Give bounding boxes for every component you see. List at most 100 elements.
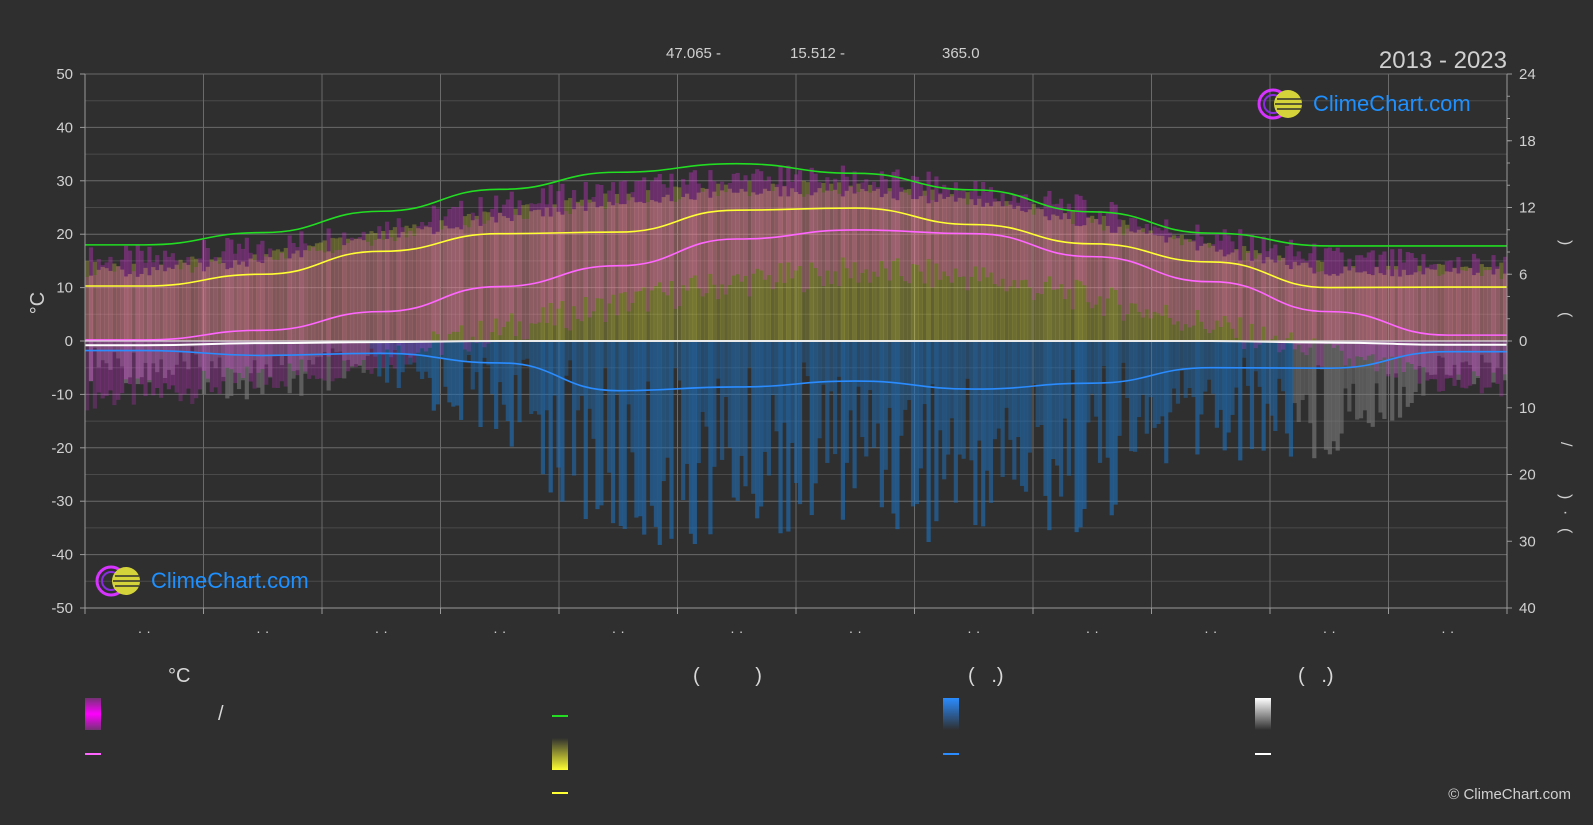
sun-bar (735, 192, 740, 341)
sun-bar (1261, 263, 1266, 341)
sun-bar (1269, 259, 1274, 341)
precip-bar (1327, 341, 1332, 455)
temp-bar (1347, 258, 1352, 359)
temp-bar (809, 167, 814, 263)
temp-bar (1199, 236, 1204, 322)
precip-bar (1051, 341, 1056, 460)
precip-bar (1421, 341, 1426, 396)
sun-bar (934, 201, 939, 341)
precip-bar (443, 341, 448, 387)
precip-bar (1148, 341, 1153, 398)
temp-bar (833, 178, 838, 272)
sun-bar (840, 196, 845, 341)
sun-bar (252, 254, 257, 341)
temp-bar (221, 251, 226, 382)
sun-bar (112, 263, 117, 341)
precip-bar (1448, 341, 1453, 376)
right-axis-title-top: ) (1557, 240, 1574, 245)
x-tick-label: · · (256, 623, 269, 639)
logo-bottom[interactable]: ClimeChart.com (95, 564, 309, 598)
precip-bar (801, 341, 807, 363)
sun-bar (614, 193, 620, 341)
legend-col1-title: °C (168, 665, 191, 687)
temp-bar (914, 176, 920, 265)
temp-bar (591, 196, 596, 312)
precip-bar (1047, 341, 1052, 531)
temp-bar (501, 204, 507, 328)
sun-bar (1055, 215, 1060, 341)
sun-bar (116, 266, 121, 341)
temp-bar (96, 259, 101, 393)
temp-bar (829, 191, 834, 285)
temp-bar (544, 204, 549, 323)
copyright: © ClimeChart.com (1448, 786, 1571, 803)
precip-bar (396, 341, 401, 389)
legend-sunshine-swatch (552, 738, 568, 770)
temp-bar (887, 191, 892, 281)
temp-bar (840, 165, 845, 258)
temp-bar (1035, 207, 1040, 294)
temp-bar (1148, 232, 1153, 319)
temp-bar (1016, 202, 1021, 289)
temp-bar (162, 250, 168, 384)
temp-bar (1031, 214, 1036, 301)
precip-bar (1031, 341, 1036, 384)
left-tick-label: 20 (56, 226, 73, 243)
sun-bar (579, 199, 584, 341)
precip-bar (1257, 341, 1262, 387)
sun-bar (1238, 260, 1243, 341)
sun-bar (762, 188, 768, 341)
precip-bar (299, 341, 304, 396)
precip-bar (883, 341, 888, 470)
precip-bar (692, 341, 697, 544)
sun-bar (490, 216, 495, 341)
sun-bar (953, 201, 958, 341)
temp-bar (988, 187, 994, 273)
temp-bar (536, 203, 542, 323)
temp-bar (178, 269, 183, 402)
temp-bar (1316, 271, 1321, 367)
temp-bar (556, 191, 561, 309)
precip-bar (482, 341, 487, 358)
sun-bar (1382, 274, 1387, 341)
precip-bar (197, 341, 203, 367)
precip-bar (1323, 341, 1329, 450)
sun-bar (120, 269, 125, 341)
sun-bar (1277, 255, 1282, 341)
sun-bar (945, 196, 951, 341)
sun-bar (914, 199, 920, 341)
data-bars (85, 165, 1508, 545)
sun-bar (1397, 276, 1403, 341)
temp-bar (610, 182, 616, 295)
precip-bar (1351, 341, 1356, 384)
sun-bar (100, 266, 105, 341)
sun-bar (416, 228, 421, 341)
precip-bar (384, 341, 390, 383)
sun-bar (1090, 215, 1095, 341)
temp-bar (318, 250, 323, 379)
sun-bar (661, 197, 666, 341)
temp-bar (1234, 250, 1239, 338)
temp-bar (353, 238, 359, 368)
temp-bar (365, 241, 370, 370)
temp-bar (1362, 257, 1368, 361)
sun-bar (1362, 271, 1368, 341)
precip-bar (1242, 341, 1247, 358)
sun-bar (412, 224, 417, 341)
temp-bar (786, 165, 791, 263)
temp-bar (423, 225, 429, 352)
precip-bar (104, 341, 109, 364)
logo-top[interactable]: ClimeChart.com (1257, 87, 1471, 121)
left-tick-label: 30 (56, 173, 73, 190)
sun-bar (1323, 274, 1329, 341)
temp-bar (287, 235, 292, 364)
precip-bar (361, 341, 366, 373)
precip-bar (1179, 341, 1184, 371)
sun-bar (739, 188, 744, 341)
x-tick-label: · · (375, 623, 388, 639)
left-tick-label: 40 (56, 119, 73, 136)
precip-bar (1144, 341, 1149, 434)
right-tick-label-top: 18 (1519, 133, 1536, 150)
sun-bar (758, 193, 764, 341)
precip-bar (1425, 341, 1430, 373)
